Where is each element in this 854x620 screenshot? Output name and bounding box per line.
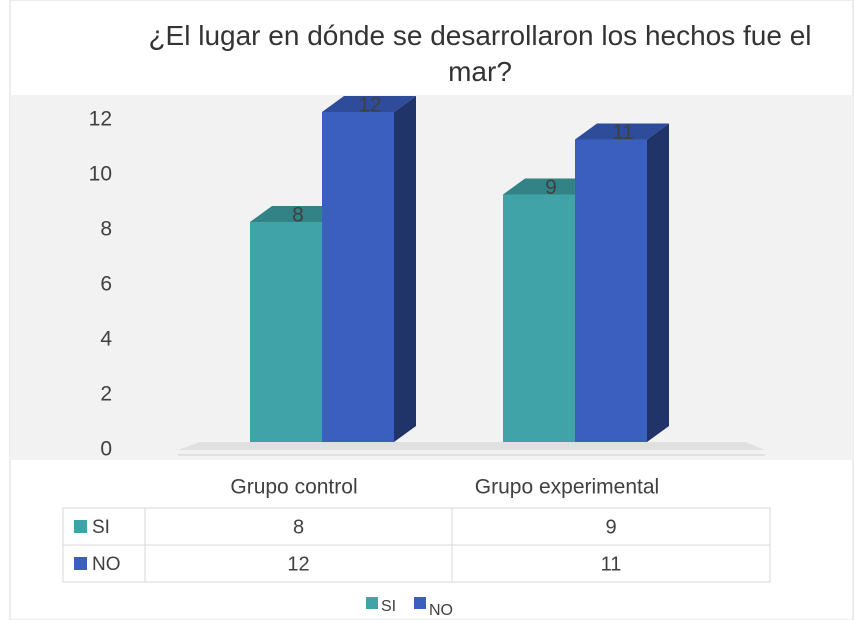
bar [322, 112, 394, 442]
plot-area [10, 95, 853, 460]
bar-top [250, 206, 344, 222]
y-tick-label: 4 [100, 328, 112, 351]
table-value: 8 [293, 516, 304, 538]
data-label: 9 [545, 176, 557, 199]
bar-side [647, 123, 669, 442]
data-label: 8 [292, 204, 304, 227]
legend-label: SI [381, 598, 396, 615]
data-label: 11 [612, 121, 634, 144]
legend-swatch [414, 597, 426, 609]
table-value: 12 [287, 553, 309, 575]
table-series-name: SI [92, 517, 110, 538]
y-tick-label: 2 [100, 383, 112, 406]
bar [575, 139, 647, 442]
table-value: 9 [605, 516, 616, 538]
bar [250, 222, 322, 442]
table-legend-key [74, 557, 87, 570]
y-tick-label: 10 [89, 163, 112, 186]
table-series-name: NO [92, 554, 121, 575]
y-tick-label: 8 [100, 218, 112, 241]
table-legend-key [74, 520, 87, 533]
x-tick-label: Grupo control [230, 476, 357, 499]
bar [503, 194, 575, 442]
bar-top [322, 96, 416, 112]
data-label: 12 [358, 94, 381, 117]
bar-side [394, 96, 416, 442]
table-cell [451, 507, 771, 546]
y-tick-label: 6 [100, 273, 112, 296]
floor [178, 442, 765, 450]
chart-title: ¿El lugar en dónde se desarrollaron los … [148, 20, 812, 87]
table-value: 11 [601, 553, 622, 575]
y-tick-label: 0 [100, 438, 112, 461]
y-tick-label: 12 [89, 108, 112, 131]
legend-label: NO [429, 602, 453, 619]
table-cell [451, 544, 771, 583]
bar-top [575, 123, 669, 140]
bar-top [503, 178, 597, 195]
legend-swatch [366, 597, 378, 609]
x-tick-label: Grupo experimental [475, 476, 659, 499]
table-cell [144, 544, 453, 583]
table-cell [144, 507, 453, 546]
